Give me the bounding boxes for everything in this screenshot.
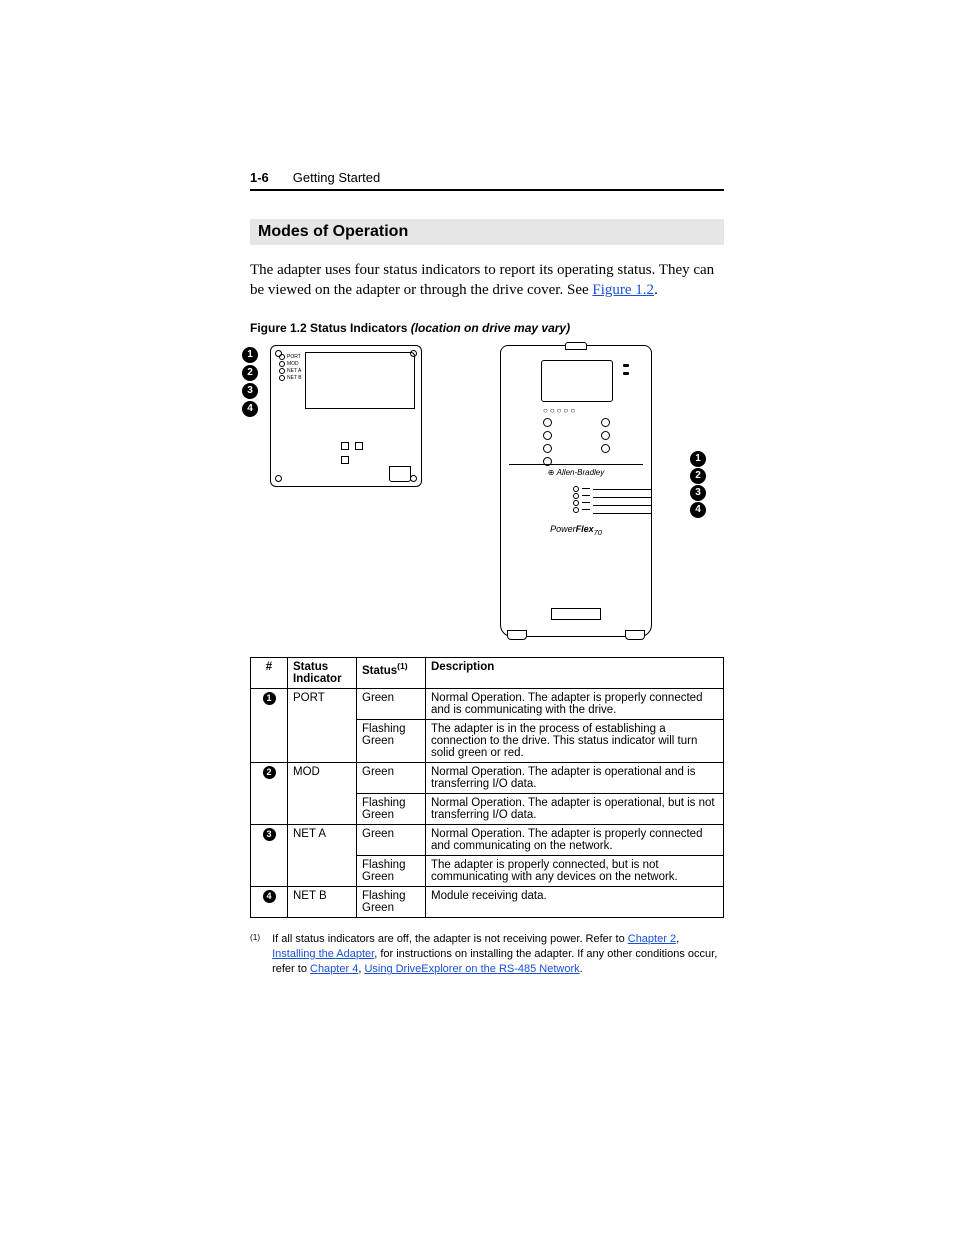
col-status: Status(1) (357, 657, 426, 688)
table-row: 1 PORT Green Normal Operation. The adapt… (251, 688, 724, 719)
status-cell: Flashing Green (357, 886, 426, 917)
page-header: 1-6 Getting Started (250, 170, 724, 185)
device-outline: PORT MOD NET A NET B (270, 345, 422, 487)
footnote-marker: (1) (250, 932, 260, 978)
callout-4: 4 (242, 401, 258, 417)
desc-cell: Module receiving data. (426, 886, 724, 917)
figure-caption-number: Figure 1.2 Status Indicators (250, 321, 411, 335)
status-cell: Green (357, 762, 426, 793)
callout-3r: 3 (690, 485, 706, 501)
row-num-icon: 4 (263, 890, 276, 903)
row-num-icon: 1 (263, 692, 276, 705)
figure-left-device: 1 2 3 4 PORT MOD NET A NET B (250, 345, 440, 487)
status-cell: Flashing Green (357, 793, 426, 824)
indicator-cell: NET B (288, 886, 357, 917)
powerflex-label: PowerFlex70 (501, 524, 651, 537)
chapter-4-link[interactable]: Chapter 4 (310, 963, 358, 975)
intro-text-end: . (654, 282, 658, 298)
callouts-left: 1 2 3 4 (242, 347, 258, 417)
figure-caption-note: (location on drive may vary) (411, 321, 570, 335)
callout-1: 1 (242, 347, 258, 363)
desc-cell: The adapter is properly connected, but i… (426, 855, 724, 886)
callout-3: 3 (242, 383, 258, 399)
installing-adapter-link[interactable]: Installing the Adapter (272, 948, 374, 960)
document-page: 1-6 Getting Started Modes of Operation T… (0, 0, 954, 1235)
status-indicator-table: # Status Indicator Status(1) Description… (250, 657, 724, 918)
drive-outline: ○○○○○ Allen-Bradley (500, 345, 652, 637)
table-row: 3 NET A Green Normal Operation. The adap… (251, 824, 724, 855)
brand-label: Allen-Bradley (501, 468, 651, 477)
keypad-row: ○○○○○ (543, 406, 577, 415)
col-description: Description (426, 657, 724, 688)
table-row: 4 NET B Flashing Green Module receiving … (251, 886, 724, 917)
chapter-2-link[interactable]: Chapter 2 (628, 933, 676, 945)
row-num-icon: 2 (263, 766, 276, 779)
figure-link[interactable]: Figure 1.2 (592, 282, 654, 298)
callout-1r: 1 (690, 451, 706, 467)
figure-illustration: 1 2 3 4 PORT MOD NET A NET B (250, 345, 724, 637)
figure-caption: Figure 1.2 Status Indicators (location o… (250, 321, 724, 335)
desc-cell: Normal Operation. The adapter is operati… (426, 793, 724, 824)
desc-cell: Normal Operation. The adapter is operati… (426, 762, 724, 793)
page-number: 1-6 (250, 170, 269, 185)
desc-cell: The adapter is in the process of establi… (426, 719, 724, 762)
drive-led-panel (573, 486, 590, 514)
header-rule (250, 189, 724, 191)
footnote: (1) If all status indicators are off, th… (250, 932, 724, 978)
col-num: # (251, 657, 288, 688)
indicator-cell: PORT (288, 688, 357, 762)
table-header-row: # Status Indicator Status(1) Description (251, 657, 724, 688)
desc-cell: Normal Operation. The adapter is properl… (426, 688, 724, 719)
indicator-cell: MOD (288, 762, 357, 824)
desc-cell: Normal Operation. The adapter is properl… (426, 824, 724, 855)
callout-2r: 2 (690, 468, 706, 484)
led-panel: PORT MOD NET A NET B (279, 354, 305, 416)
figure-right-device: ○○○○○ Allen-Bradley (490, 345, 680, 637)
driveexplorer-link[interactable]: Using DriveExplorer on the RS-485 Networ… (364, 963, 579, 975)
col-indicator: Status Indicator (288, 657, 357, 688)
callout-4r: 4 (690, 502, 706, 518)
footnote-text: If all status indicators are off, the ad… (272, 932, 724, 978)
status-cell: Flashing Green (357, 719, 426, 762)
table-row: 2 MOD Green Normal Operation. The adapte… (251, 762, 724, 793)
intro-paragraph: The adapter uses four status indicators … (250, 260, 724, 301)
status-cell: Green (357, 824, 426, 855)
indicator-cell: NET A (288, 824, 357, 886)
callout-2: 2 (242, 365, 258, 381)
row-num-icon: 3 (263, 828, 276, 841)
callouts-right: 1 2 3 4 (690, 451, 706, 518)
status-cell: Flashing Green (357, 855, 426, 886)
section-title: Modes of Operation (250, 219, 724, 245)
chapter-title: Getting Started (293, 170, 380, 185)
status-cell: Green (357, 688, 426, 719)
